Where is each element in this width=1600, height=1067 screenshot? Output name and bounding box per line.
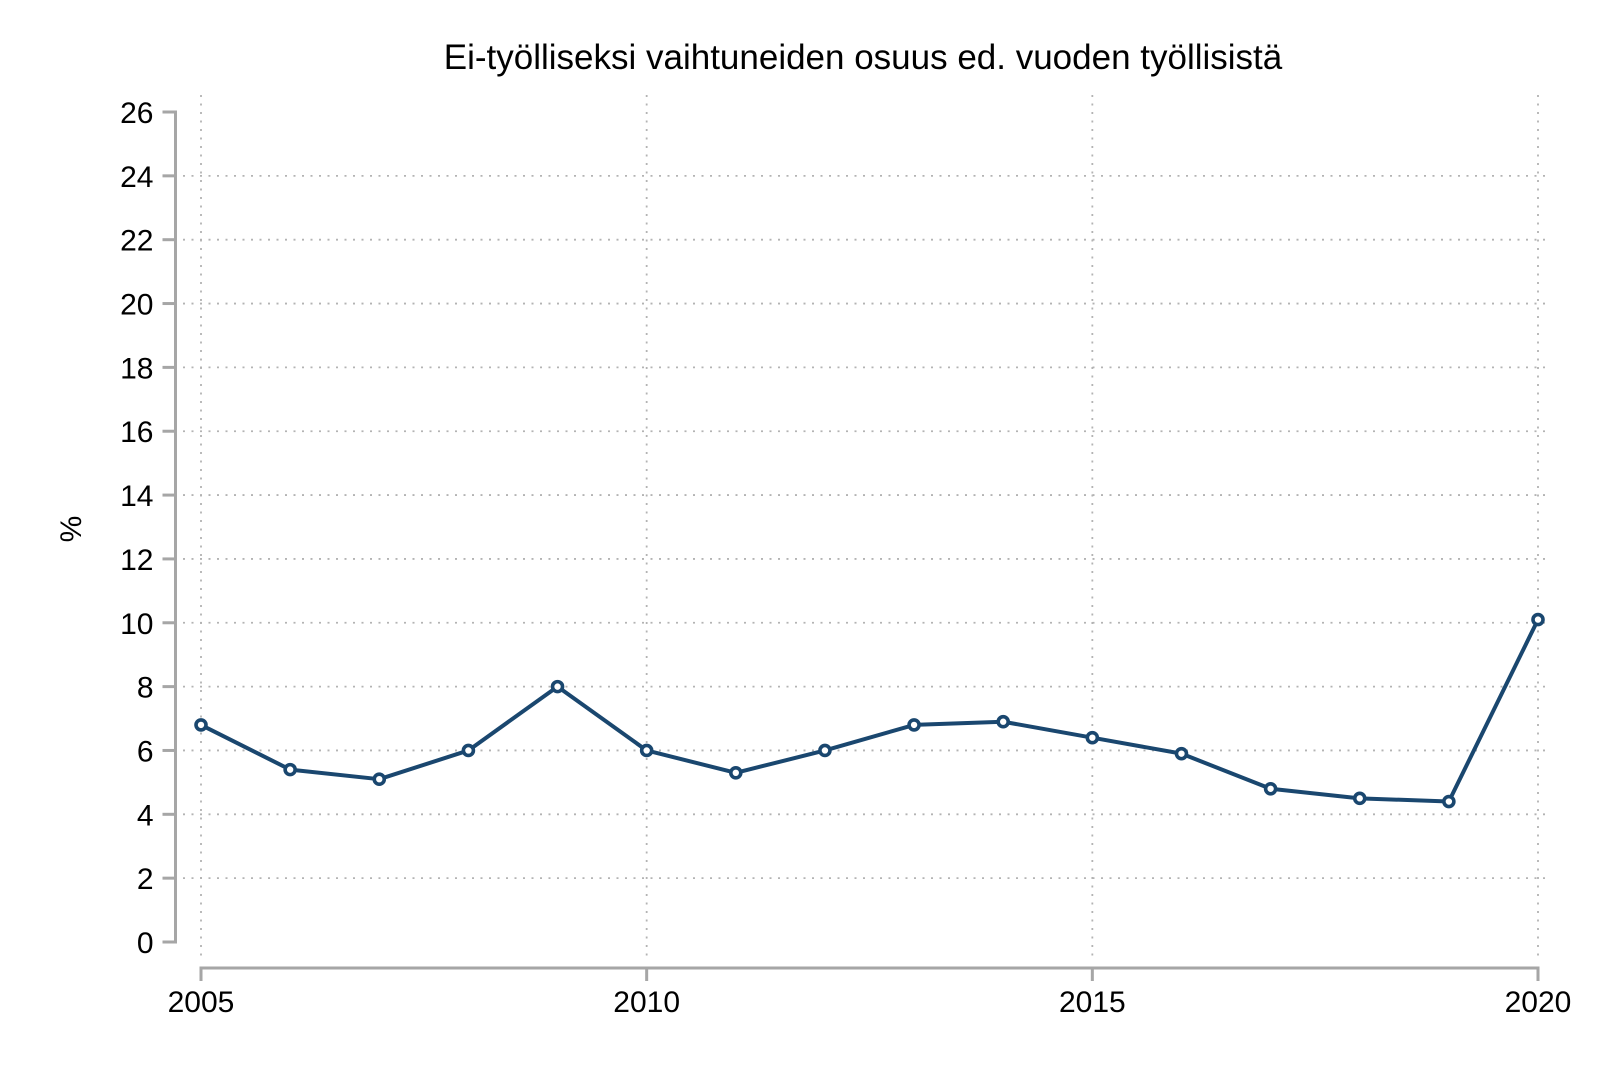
y-tick-label: 6 bbox=[137, 735, 154, 768]
y-tick-label: 10 bbox=[120, 608, 153, 641]
data-point bbox=[372, 772, 387, 786]
data-point bbox=[728, 766, 743, 780]
x-tick-label: 2015 bbox=[1059, 986, 1126, 1019]
y-tick-label: 8 bbox=[137, 672, 154, 705]
data-point bbox=[639, 743, 654, 758]
y-tick-label: 4 bbox=[137, 799, 154, 832]
data-point bbox=[1263, 781, 1278, 796]
y-tick-label: 2 bbox=[137, 863, 154, 896]
y-tick-label: 0 bbox=[137, 927, 154, 960]
y-tick-label: 26 bbox=[120, 97, 153, 130]
y-tick-label: 12 bbox=[120, 544, 153, 577]
data-point bbox=[1531, 612, 1545, 627]
y-tick-label: 14 bbox=[120, 480, 153, 513]
data-point bbox=[283, 762, 297, 777]
y-tick-label: 22 bbox=[120, 225, 153, 258]
x-tick-label: 2005 bbox=[168, 986, 235, 1019]
data-point bbox=[550, 679, 565, 694]
data-point bbox=[996, 714, 1011, 729]
data-point bbox=[1352, 791, 1367, 806]
trend-line bbox=[199, 617, 1540, 804]
chart-title: Ei-työlliseksi vaihtuneiden osuus ed. vu… bbox=[443, 38, 1283, 77]
x-tick-label: 2020 bbox=[1505, 986, 1572, 1019]
y-tick-label: 20 bbox=[120, 289, 153, 322]
data-point bbox=[818, 743, 832, 758]
data-point bbox=[461, 743, 476, 758]
data-point bbox=[1085, 730, 1100, 745]
y-tick-label: 24 bbox=[120, 161, 153, 194]
data-point bbox=[907, 718, 921, 732]
data-point bbox=[194, 718, 208, 732]
y-tick-label: 18 bbox=[120, 352, 153, 385]
data-point bbox=[1174, 746, 1189, 761]
y-tick-label: 16 bbox=[120, 416, 153, 449]
data-point bbox=[1442, 794, 1456, 809]
x-tick-label: 2010 bbox=[613, 986, 680, 1019]
